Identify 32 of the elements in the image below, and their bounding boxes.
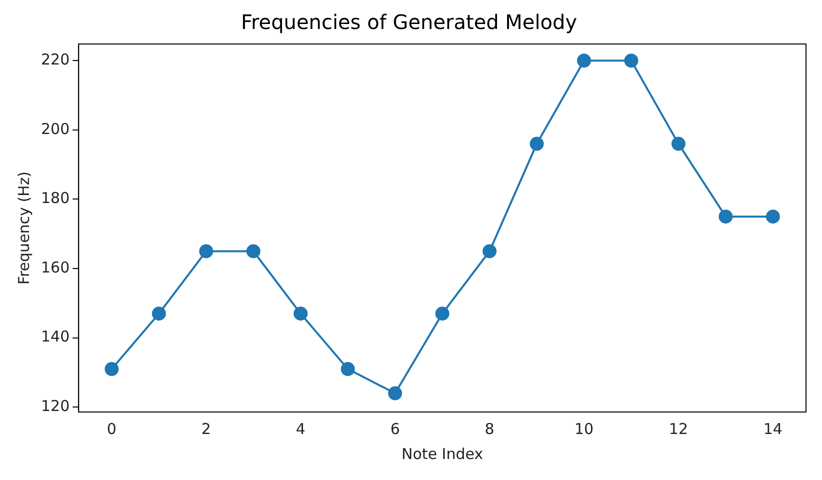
point	[671, 136, 686, 151]
point	[577, 54, 592, 68]
x-tick-label: 0	[106, 420, 116, 438]
point	[104, 362, 119, 376]
y-tick-label: 200	[40, 120, 70, 138]
y-tick-label: 160	[40, 258, 70, 276]
y-tick-label: 220	[40, 50, 70, 69]
point	[388, 386, 402, 400]
x-tick-label: 2	[201, 420, 211, 438]
point	[199, 244, 214, 258]
point	[435, 306, 450, 321]
point	[718, 210, 733, 224]
x-tick-label: 10	[574, 420, 594, 438]
point	[340, 362, 355, 376]
point	[530, 136, 544, 151]
point	[482, 244, 497, 258]
x-tick-label: 4	[296, 420, 306, 438]
x-tick-label: 6	[390, 420, 400, 438]
x-tick-label: 14	[763, 420, 782, 438]
chart-title: Frequencies of Generated Melody	[240, 10, 578, 34]
point	[294, 306, 308, 321]
y-tick-label: 140	[40, 328, 70, 346]
x-axis-title: Note Index	[402, 444, 484, 463]
y-axis-title: Frequency (Hz)	[14, 171, 33, 285]
point	[152, 306, 166, 321]
point	[246, 244, 260, 258]
point	[624, 54, 638, 68]
x-tick-label: 8	[484, 420, 494, 438]
y-tick-label: 180	[40, 189, 70, 208]
y-tick-label: 120	[40, 397, 70, 416]
x-tick-label: 12	[668, 420, 688, 438]
point	[766, 210, 780, 224]
